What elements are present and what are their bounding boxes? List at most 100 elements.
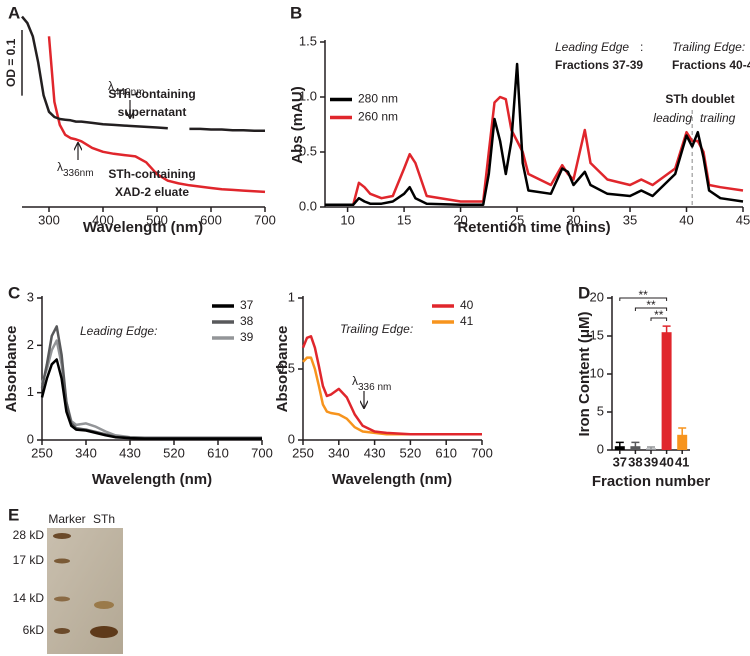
y-tick-label: 0 xyxy=(597,441,604,456)
legend-line: STh-containing xyxy=(108,87,195,101)
x-tick-label: 250 xyxy=(292,445,314,460)
annotation-subscript: 440nm xyxy=(114,87,145,98)
x-tick-label: 10 xyxy=(340,212,354,227)
lane-label: STh xyxy=(93,512,115,526)
y-tick-label: 0.5 xyxy=(277,360,295,375)
annotation-text: Fractions 40-41 xyxy=(672,58,750,72)
significance-bracket xyxy=(619,297,668,301)
legend-label: STh-containing XAD-2 eluate xyxy=(108,167,195,199)
legend-label: 41 xyxy=(460,314,474,328)
x-tick-label: 400 xyxy=(92,212,114,227)
x-axis-label: Wavelength (nm) xyxy=(92,471,212,488)
significance-label: ** xyxy=(639,288,649,302)
error-bar xyxy=(662,325,671,339)
x-tick-label: 700 xyxy=(471,445,493,460)
gel-band xyxy=(54,628,70,634)
legend-label: 38 xyxy=(240,314,254,328)
y-axis-label: Iron Content (μM) xyxy=(576,312,593,437)
x-tick-label: 30 xyxy=(566,212,580,227)
gel-band xyxy=(54,558,70,564)
error-bar xyxy=(631,441,640,450)
annotation: Fractions 37-39 xyxy=(555,58,643,72)
annotation-subscript: 336nm xyxy=(63,168,94,179)
annotation-text: λ xyxy=(57,160,63,174)
gel-panel: E Marker STh 28 kD 17 kD 14 kD 6kD xyxy=(8,505,123,654)
significance-label: ** xyxy=(654,308,664,322)
size-label: 6kD xyxy=(23,623,45,637)
y-tick-label: 0 xyxy=(27,431,34,446)
y-tick-label: 1.5 xyxy=(299,33,317,48)
annotation-text: λ xyxy=(108,79,114,93)
x-tick-label: 340 xyxy=(75,445,97,460)
y-axis-label: Absorbance xyxy=(3,326,20,413)
annotation-text: trailing xyxy=(700,111,736,125)
annotation: Trailing Edge: xyxy=(340,322,413,336)
size-label: 28 kD xyxy=(13,528,45,542)
annotation: Leading Edge: xyxy=(80,324,157,338)
x-tick-label: 35 xyxy=(623,212,637,227)
x-axis-label: Fraction number xyxy=(592,473,711,490)
x-tick-label: 41 xyxy=(675,454,689,469)
y-tick-label: 2 xyxy=(27,337,34,352)
annotation-text: leading xyxy=(653,111,692,125)
series-line xyxy=(40,358,262,440)
y-tick-label: 0 xyxy=(288,431,295,446)
legend-label: 280 nm xyxy=(358,92,398,106)
series-line xyxy=(325,62,744,207)
x-tick-label: 340 xyxy=(328,445,350,460)
panel-label: A xyxy=(8,3,20,22)
annotation-text: λ xyxy=(352,374,358,388)
size-label: 17 kD xyxy=(13,553,45,567)
x-tick-label: 39 xyxy=(644,454,658,469)
x-tick-label: 37 xyxy=(613,454,627,469)
annotation: λ336 nm xyxy=(352,374,391,392)
y-tick-label: 1 xyxy=(27,384,34,399)
x-axis-label: Retention time (mins) xyxy=(457,219,610,236)
x-axis-label: Wavelength (nm) xyxy=(332,471,452,488)
panel-label: C xyxy=(8,283,20,302)
x-tick-label: 40 xyxy=(659,454,673,469)
error-bar xyxy=(615,441,624,450)
legend-label: 37 xyxy=(240,298,254,312)
series-line xyxy=(301,335,482,436)
gel-band xyxy=(94,601,114,609)
y-tick-label: 5 xyxy=(597,403,604,418)
panel-label: B xyxy=(290,3,302,22)
x-tick-label: 610 xyxy=(435,445,457,460)
annotation: λ440nm xyxy=(108,79,145,97)
x-tick-label: 430 xyxy=(364,445,386,460)
y-tick-label: 15 xyxy=(590,327,604,342)
annotation: Leading Edge xyxy=(555,40,629,54)
x-tick-label: 250 xyxy=(31,445,53,460)
y-tick-label: 1 xyxy=(288,289,295,304)
bar xyxy=(661,332,672,450)
y-tick-label: 10 xyxy=(590,365,604,380)
significance-bracket xyxy=(650,317,668,321)
error-bar xyxy=(678,427,687,442)
annotation: : xyxy=(640,40,643,54)
gel-band xyxy=(53,533,71,539)
annotation: STh doublet xyxy=(665,92,734,106)
series-line xyxy=(21,15,265,133)
legend-label: 40 xyxy=(460,298,474,312)
series-line xyxy=(40,325,262,440)
y-axis-label: Abs (mAU) xyxy=(289,86,306,164)
y-tick-label: 1.0 xyxy=(299,88,317,103)
annotation: Fractions 40-41 xyxy=(672,58,750,72)
annotation: Trailing Edge: xyxy=(672,40,745,54)
x-tick-label: 430 xyxy=(119,445,141,460)
x-tick-label: 20 xyxy=(453,212,467,227)
x-tick-label: 40 xyxy=(679,212,693,227)
annotation: leading xyxy=(653,111,692,125)
y-tick-label: 0.0 xyxy=(299,198,317,213)
x-tick-label: 610 xyxy=(207,445,229,460)
annotation-text: Trailing Edge: xyxy=(340,322,413,336)
x-tick-label: 45 xyxy=(736,212,750,227)
annotation-text: STh doublet xyxy=(665,92,734,106)
series-line xyxy=(40,339,262,439)
annotation-text: Leading Edge xyxy=(555,40,629,54)
x-tick-label: 38 xyxy=(628,454,642,469)
y-tick-label: 3 xyxy=(27,289,34,304)
x-tick-label: 520 xyxy=(400,445,422,460)
y-axis-label: Absorbance xyxy=(274,326,291,413)
